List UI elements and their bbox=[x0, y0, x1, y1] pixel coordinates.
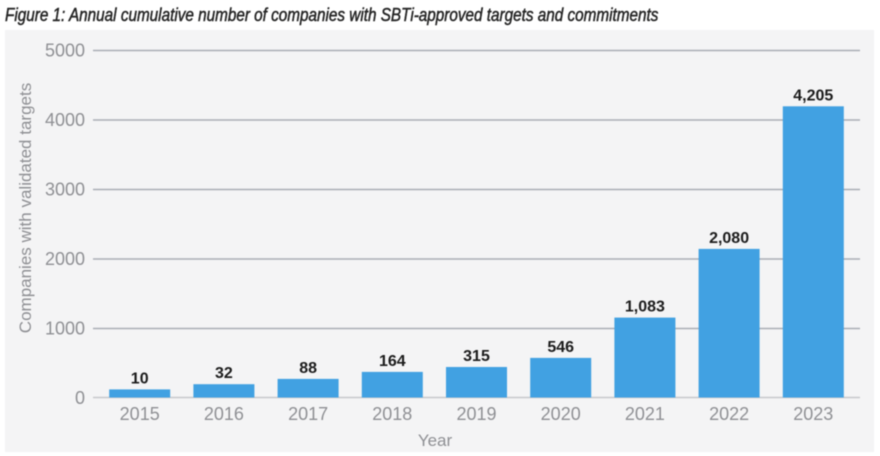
svg-text:2020: 2020 bbox=[541, 404, 581, 424]
svg-text:2017: 2017 bbox=[288, 404, 328, 424]
svg-text:88: 88 bbox=[299, 360, 317, 377]
svg-text:2022: 2022 bbox=[709, 404, 749, 424]
svg-text:5000: 5000 bbox=[45, 41, 85, 61]
svg-text:164: 164 bbox=[379, 353, 406, 370]
svg-text:4,205: 4,205 bbox=[793, 87, 833, 104]
svg-text:2,080: 2,080 bbox=[709, 230, 749, 247]
svg-text:2019: 2019 bbox=[456, 404, 496, 424]
svg-text:4000: 4000 bbox=[45, 110, 85, 130]
svg-text:2016: 2016 bbox=[204, 404, 244, 424]
svg-text:Companies with validated targe: Companies with validated targets bbox=[16, 83, 35, 333]
svg-text:1,083: 1,083 bbox=[625, 299, 665, 316]
svg-text:10: 10 bbox=[131, 370, 149, 387]
svg-text:2023: 2023 bbox=[793, 404, 833, 424]
svg-text:32: 32 bbox=[215, 365, 233, 382]
svg-text:315: 315 bbox=[463, 348, 490, 365]
svg-text:0: 0 bbox=[75, 388, 85, 408]
svg-text:546: 546 bbox=[547, 339, 574, 356]
svg-text:2015: 2015 bbox=[120, 404, 160, 424]
svg-text:Year: Year bbox=[418, 431, 453, 450]
svg-text:2000: 2000 bbox=[45, 249, 85, 269]
svg-text:2021: 2021 bbox=[625, 404, 665, 424]
svg-text:1000: 1000 bbox=[45, 319, 85, 339]
svg-text:3000: 3000 bbox=[45, 180, 85, 200]
svg-text:2018: 2018 bbox=[372, 404, 412, 424]
